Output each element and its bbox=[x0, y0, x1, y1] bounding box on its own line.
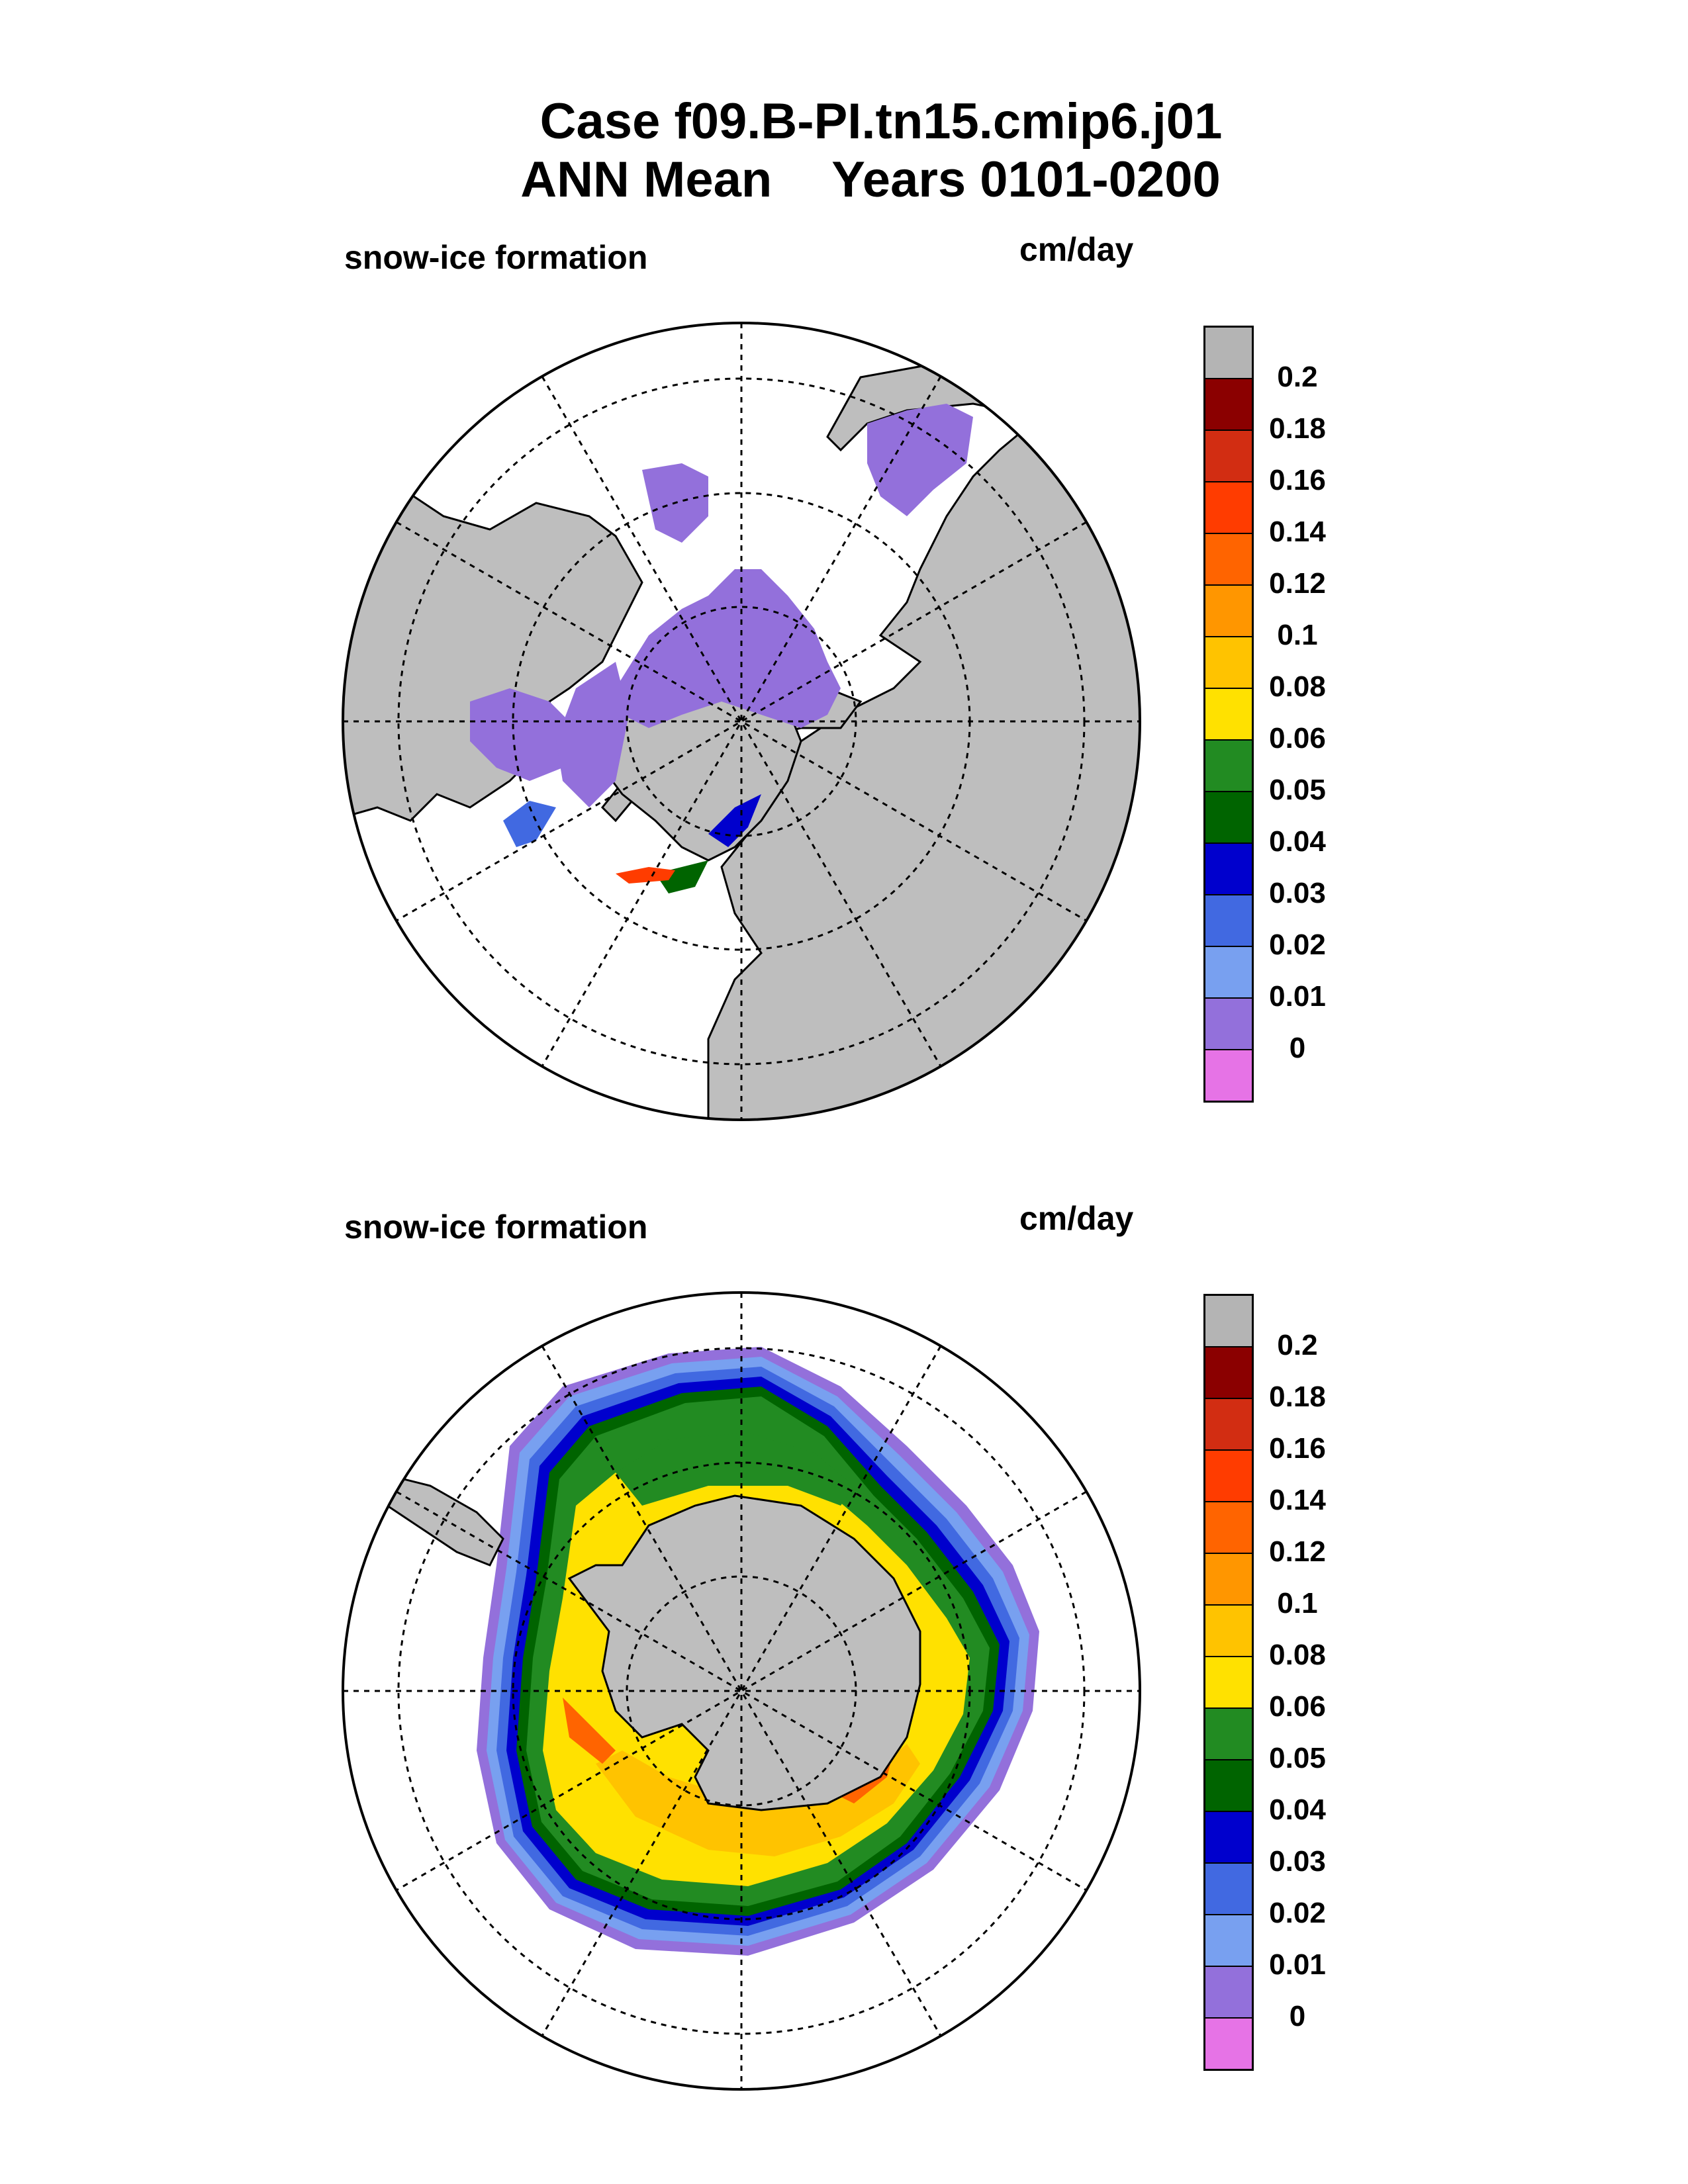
sh-colorbar-swatch bbox=[1205, 1502, 1252, 1554]
nh-colorbar-tick-label: 0.08 bbox=[1269, 670, 1326, 703]
sh-colorbar-tick-label: 0.01 bbox=[1269, 1948, 1326, 1981]
nh-sea-ice-baffin bbox=[556, 662, 629, 807]
nh-colorbar-swatch bbox=[1205, 844, 1252, 895]
nh-colorbar-tick-label: 0.05 bbox=[1269, 774, 1326, 806]
sh-colorbar-swatch bbox=[1205, 1657, 1252, 1709]
nh-ice-edge-greenland-east bbox=[616, 867, 675, 884]
years-label: Years 0101-0200 bbox=[831, 152, 1221, 208]
sh-colorbar-swatch bbox=[1205, 1760, 1252, 1812]
panel-sh-variable-label: snow-ice formation bbox=[344, 1208, 648, 1246]
sh-colorbar-tick-label: 0.2 bbox=[1277, 1329, 1318, 1361]
nh-colorbar-tick-label: 0.02 bbox=[1269, 929, 1326, 961]
nh-colorbar-swatch bbox=[1205, 947, 1252, 999]
nh-colorbar-tick-label: 0.12 bbox=[1269, 567, 1326, 600]
nh-colorbar-swatch bbox=[1205, 895, 1252, 947]
nh-colorbar-swatch bbox=[1205, 586, 1252, 637]
sh-colorbar-tick-label: 0.16 bbox=[1269, 1432, 1326, 1465]
sh-colorbar-swatch bbox=[1205, 1864, 1252, 1915]
panel-nh-variable-label: snow-ice formation bbox=[344, 239, 648, 276]
sh-colorbar-swatch bbox=[1205, 1915, 1252, 1967]
sh-colorbar-tick-label: 0.1 bbox=[1277, 1587, 1318, 1619]
nh-colorbar-tick-label: 0.18 bbox=[1269, 412, 1326, 445]
sh-colorbar-tick-label: 0.05 bbox=[1269, 1742, 1326, 1774]
nh-ice-edge-barents bbox=[708, 794, 761, 847]
nh-colorbar-tick-label: 0.14 bbox=[1269, 516, 1326, 548]
nh-colorbar-swatch bbox=[1205, 482, 1252, 534]
nh-colorbar-swatch bbox=[1205, 741, 1252, 792]
nh-polar-map bbox=[342, 322, 1141, 1121]
sh-band-orange-weddell bbox=[563, 1698, 616, 1764]
season-label: ANN Mean bbox=[520, 152, 773, 208]
nh-colorbar-swatch bbox=[1205, 637, 1252, 689]
nh-colorbar-tick-label: 0.04 bbox=[1269, 825, 1326, 858]
nh-sea-ice-arctic bbox=[616, 569, 841, 728]
sh-colorbar-swatch bbox=[1205, 1554, 1252, 1606]
nh-colorbar bbox=[1203, 326, 1254, 1103]
nh-colorbar-swatch bbox=[1205, 379, 1252, 431]
nh-colorbar-swatch bbox=[1205, 431, 1252, 482]
sh-colorbar-tick-label: 0.02 bbox=[1269, 1897, 1326, 1929]
nh-colorbar-swatch bbox=[1205, 792, 1252, 844]
nh-ice-edge-labrador bbox=[503, 801, 556, 847]
sh-colorbar-tick-label: 0.12 bbox=[1269, 1535, 1326, 1568]
panel-nh-units-label: cm/day bbox=[1019, 231, 1134, 268]
sh-colorbar-tick-label: 0.03 bbox=[1269, 1845, 1326, 1878]
sh-colorbar-swatch bbox=[1205, 2019, 1252, 2069]
sh-colorbar-tick-label: 0.14 bbox=[1269, 1484, 1326, 1516]
sh-colorbar-swatch bbox=[1205, 1606, 1252, 1657]
sh-colorbar-swatch bbox=[1205, 1451, 1252, 1502]
sh-colorbar-swatch bbox=[1205, 1812, 1252, 1864]
sh-colorbar-swatch bbox=[1205, 1347, 1252, 1399]
sh-colorbar-tick-label: 0.08 bbox=[1269, 1639, 1326, 1671]
sh-colorbar-tick-label: 0 bbox=[1289, 2000, 1306, 2032]
nh-colorbar-tick-label: 0.01 bbox=[1269, 980, 1326, 1013]
sh-land-antarctica bbox=[567, 1494, 921, 1811]
nh-colorbar-tick-label: 0.2 bbox=[1277, 361, 1318, 393]
sh-band-green-inner bbox=[616, 1433, 854, 1506]
nh-colorbar-swatch bbox=[1205, 689, 1252, 741]
sh-colorbar-tick-label: 0.04 bbox=[1269, 1794, 1326, 1826]
nh-colorbar-swatch bbox=[1205, 1050, 1252, 1101]
sh-colorbar-tick-label: 0.18 bbox=[1269, 1381, 1326, 1413]
sh-colorbar bbox=[1203, 1294, 1254, 2071]
sh-colorbar-swatch bbox=[1205, 1296, 1252, 1347]
nh-colorbar-tick-label: 0.06 bbox=[1269, 722, 1326, 754]
nh-colorbar-tick-label: 0.1 bbox=[1277, 619, 1318, 651]
nh-ice-edge-greenland-sea bbox=[655, 860, 708, 893]
nh-colorbar-tick-label: 0.03 bbox=[1269, 877, 1326, 909]
figure-title-line1: Case f09.B-PI.tn15.cmip6.j01 bbox=[539, 93, 1223, 150]
nh-colorbar-tick-label: 0 bbox=[1289, 1032, 1306, 1064]
sh-colorbar-tick-label: 0.06 bbox=[1269, 1690, 1326, 1723]
sh-colorbar-swatch bbox=[1205, 1399, 1252, 1451]
sh-polar-map bbox=[342, 1291, 1141, 2091]
sh-colorbar-swatch bbox=[1205, 1709, 1252, 1760]
nh-colorbar-swatch bbox=[1205, 534, 1252, 586]
nh-colorbar-tick-label: 0.16 bbox=[1269, 464, 1326, 496]
nh-land-north-america bbox=[343, 488, 643, 822]
nh-colorbar-swatch bbox=[1205, 999, 1252, 1050]
nh-sea-ice-okhotsk bbox=[867, 404, 973, 516]
figure-title-line2: ANN Mean Years 0101-0200 bbox=[26, 151, 1688, 209]
panel-sh-units-label: cm/day bbox=[1019, 1200, 1134, 1237]
sh-colorbar-swatch bbox=[1205, 1967, 1252, 2019]
nh-colorbar-swatch bbox=[1205, 328, 1252, 379]
nh-sea-ice-hudson bbox=[470, 688, 576, 781]
